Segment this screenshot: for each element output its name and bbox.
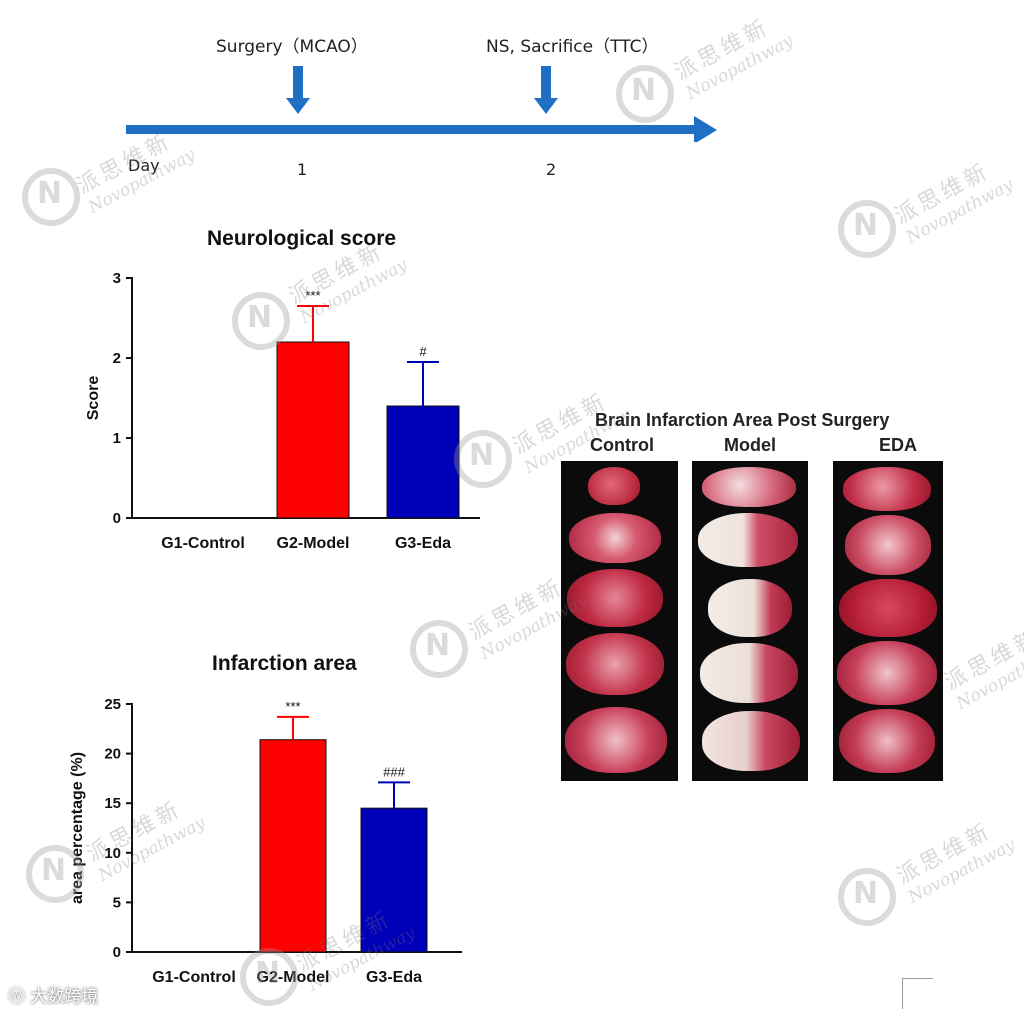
brain-column-label-control: Control	[590, 435, 654, 455]
watermark-logo-icon	[454, 430, 512, 488]
watermark-logo-icon	[838, 200, 896, 258]
x-tick-label: G3-Eda	[366, 969, 422, 986]
watermark-logo-icon	[616, 65, 674, 123]
x-tick-label: G3-Eda	[395, 535, 451, 552]
wechat-logo-icon: ⓦ	[8, 987, 25, 1007]
source-tag-label: 大数跨境	[30, 987, 99, 1007]
watermark-logo-icon	[26, 845, 84, 903]
brain-column-label-eda: EDA	[879, 435, 918, 455]
watermark: 派思维新 Novopathway	[892, 818, 1019, 908]
brain-slices-model-photo	[692, 461, 808, 781]
down-arrow-icon	[534, 66, 558, 114]
x-tick-label: G2-Model	[277, 535, 350, 552]
down-arrow-icon	[286, 66, 310, 114]
x-tick-label: G1-Control	[161, 535, 245, 552]
neuro-score-chart: 0 1 2 3 Score G1-Control *** G2-Model # G3-Eda	[85, 270, 480, 552]
watermark-logo-icon	[410, 620, 468, 678]
timeline-day-2: 2	[546, 160, 557, 179]
watermark-logo-icon	[232, 292, 290, 350]
y-tick-label: 20	[104, 746, 121, 763]
chart-title-infarction: Infarction area	[212, 652, 357, 675]
bar	[276, 341, 350, 519]
watermark-logo-icon	[240, 948, 298, 1006]
chart-title-neuro: Neurological score	[207, 227, 397, 250]
corner-crop-mark	[902, 978, 933, 1009]
source-tag: ⓦ 大数跨境	[8, 982, 98, 1007]
brain-column-label-model: Model	[724, 435, 776, 455]
significance-label: #	[419, 344, 427, 359]
bar	[386, 405, 460, 519]
x-tick-label: G1-Control	[152, 969, 236, 986]
timeline-axis-label: Day	[128, 156, 160, 175]
y-tick-label: 5	[113, 894, 121, 911]
watermark-logo-icon	[22, 168, 80, 226]
watermark: 派思维新 Novopathway	[890, 158, 1017, 248]
y-tick-label: 0	[113, 944, 121, 961]
y-tick-label: 2	[113, 350, 121, 367]
y-tick-label: 0	[113, 510, 121, 527]
significance-label: ***	[305, 288, 320, 303]
timeline-arrow	[126, 66, 717, 142]
timeline-event-surgery: Surgery（MCAO）	[216, 37, 368, 57]
y-tick-label: 25	[104, 696, 121, 713]
watermark: 派思维新 Novopathway	[940, 624, 1024, 714]
timeline-day-1: 1	[297, 160, 308, 179]
y-tick-label: 3	[113, 270, 121, 287]
brain-slices-control-photo	[561, 461, 678, 781]
y-tick-label: 1	[113, 430, 121, 447]
watermark-logo-icon	[838, 868, 896, 926]
brain-slices-eda-photo	[833, 461, 943, 781]
y-tick-label: 15	[104, 795, 121, 812]
bar	[360, 807, 428, 953]
bar	[259, 739, 327, 953]
y-tick-label: 10	[104, 845, 121, 862]
significance-label: ***	[285, 699, 300, 714]
brain-panel-title: Brain Infarction Area Post Surgery	[595, 410, 890, 430]
timeline-event-sacrifice: NS, Sacrifice（TTC）	[486, 37, 659, 57]
significance-label: ###	[383, 764, 405, 779]
y-axis-label: Score	[85, 376, 102, 421]
